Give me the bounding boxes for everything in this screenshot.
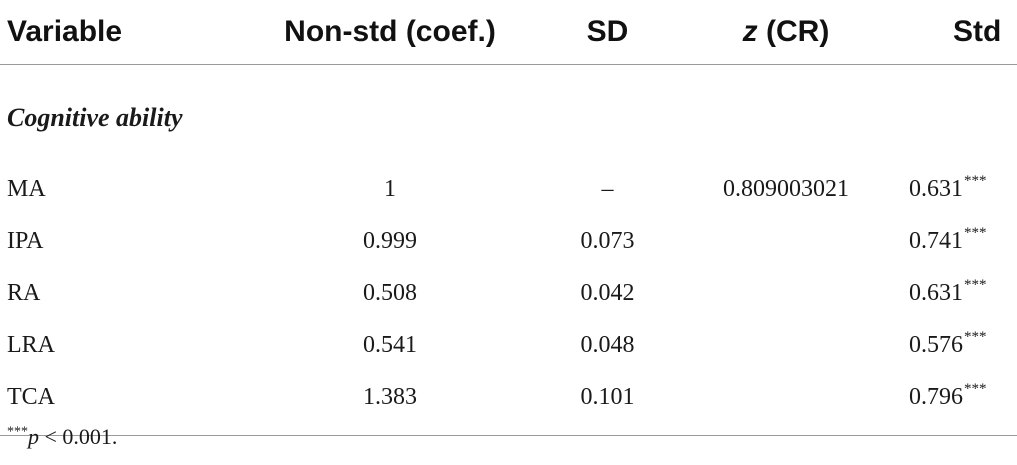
significance-stars: *** (964, 225, 987, 241)
cell-nonstd: 1.383 (240, 371, 540, 436)
cell-z (675, 371, 897, 436)
table-header-row: Variable Non-std (coef.) SD z (CR) Std (0, 0, 1017, 65)
table-footnote: ***p < 0.001. (7, 424, 117, 450)
std-value: 0.631 (909, 176, 963, 202)
header-std: Std (897, 0, 1017, 65)
cell-nonstd: 0.508 (363, 279, 417, 306)
std-value: 0.796 (909, 384, 963, 410)
cell-variable: IPA (7, 227, 44, 254)
cell-sd: 0.048 (580, 331, 635, 358)
significance-stars: *** (964, 173, 987, 189)
cell-sd: – (601, 175, 614, 202)
footnote-p-symbol: p (28, 424, 39, 449)
header-sd: SD (540, 0, 675, 65)
results-table: Variable Non-std (coef.) SD z (CR) Std C… (0, 0, 1017, 436)
footnote-stars: *** (7, 424, 28, 440)
cell-variable: LRA (7, 331, 55, 358)
cell-std: 0.741*** (897, 215, 1017, 267)
header-z-cr: z (CR) (675, 0, 897, 65)
table-row: LRA 0.541 0.048 0.576*** (0, 319, 1017, 371)
std-value: 0.576 (909, 332, 963, 358)
cell-sd: 0.101 (540, 371, 675, 436)
cell-std: 0.796*** (897, 371, 1017, 436)
significance-stars: *** (964, 381, 987, 397)
header-z-symbol: z (742, 15, 758, 48)
table-row: MA 1 – 0.809003021 0.631*** (0, 163, 1017, 215)
table-row: RA 0.508 0.042 0.631*** (0, 267, 1017, 319)
significance-stars: *** (964, 329, 987, 345)
cell-sd: 0.042 (580, 279, 635, 306)
cell-z (675, 267, 897, 319)
cell-std: 0.631*** (897, 163, 1017, 215)
table-row: IPA 0.999 0.073 0.741*** (0, 215, 1017, 267)
cell-z (675, 215, 897, 267)
cell-std: 0.576*** (897, 319, 1017, 371)
std-value: 0.631 (909, 280, 963, 306)
cell-variable: TCA (0, 371, 240, 436)
cell-nonstd: 0.999 (363, 227, 417, 254)
cell-nonstd: 0.541 (363, 331, 417, 358)
std-value: 0.741 (909, 228, 963, 254)
header-nonstd: Non-std (coef.) (240, 0, 540, 65)
cell-z: 0.809003021 (723, 175, 849, 202)
cell-z (675, 319, 897, 371)
footnote-text: < 0.001. (39, 424, 118, 449)
cell-std: 0.631*** (897, 267, 1017, 319)
section-row: Cognitive ability (0, 65, 1017, 164)
table-row: TCA 1.383 0.101 0.796*** (0, 371, 1017, 436)
significance-stars: *** (964, 277, 987, 293)
header-z-rest: (CR) (757, 15, 830, 48)
cell-nonstd: 1 (384, 175, 396, 202)
cell-variable: MA (7, 175, 46, 202)
header-variable: Variable (0, 0, 240, 65)
cell-sd: 0.073 (580, 227, 635, 254)
section-label: Cognitive ability (7, 103, 183, 132)
cell-variable: RA (7, 279, 41, 306)
